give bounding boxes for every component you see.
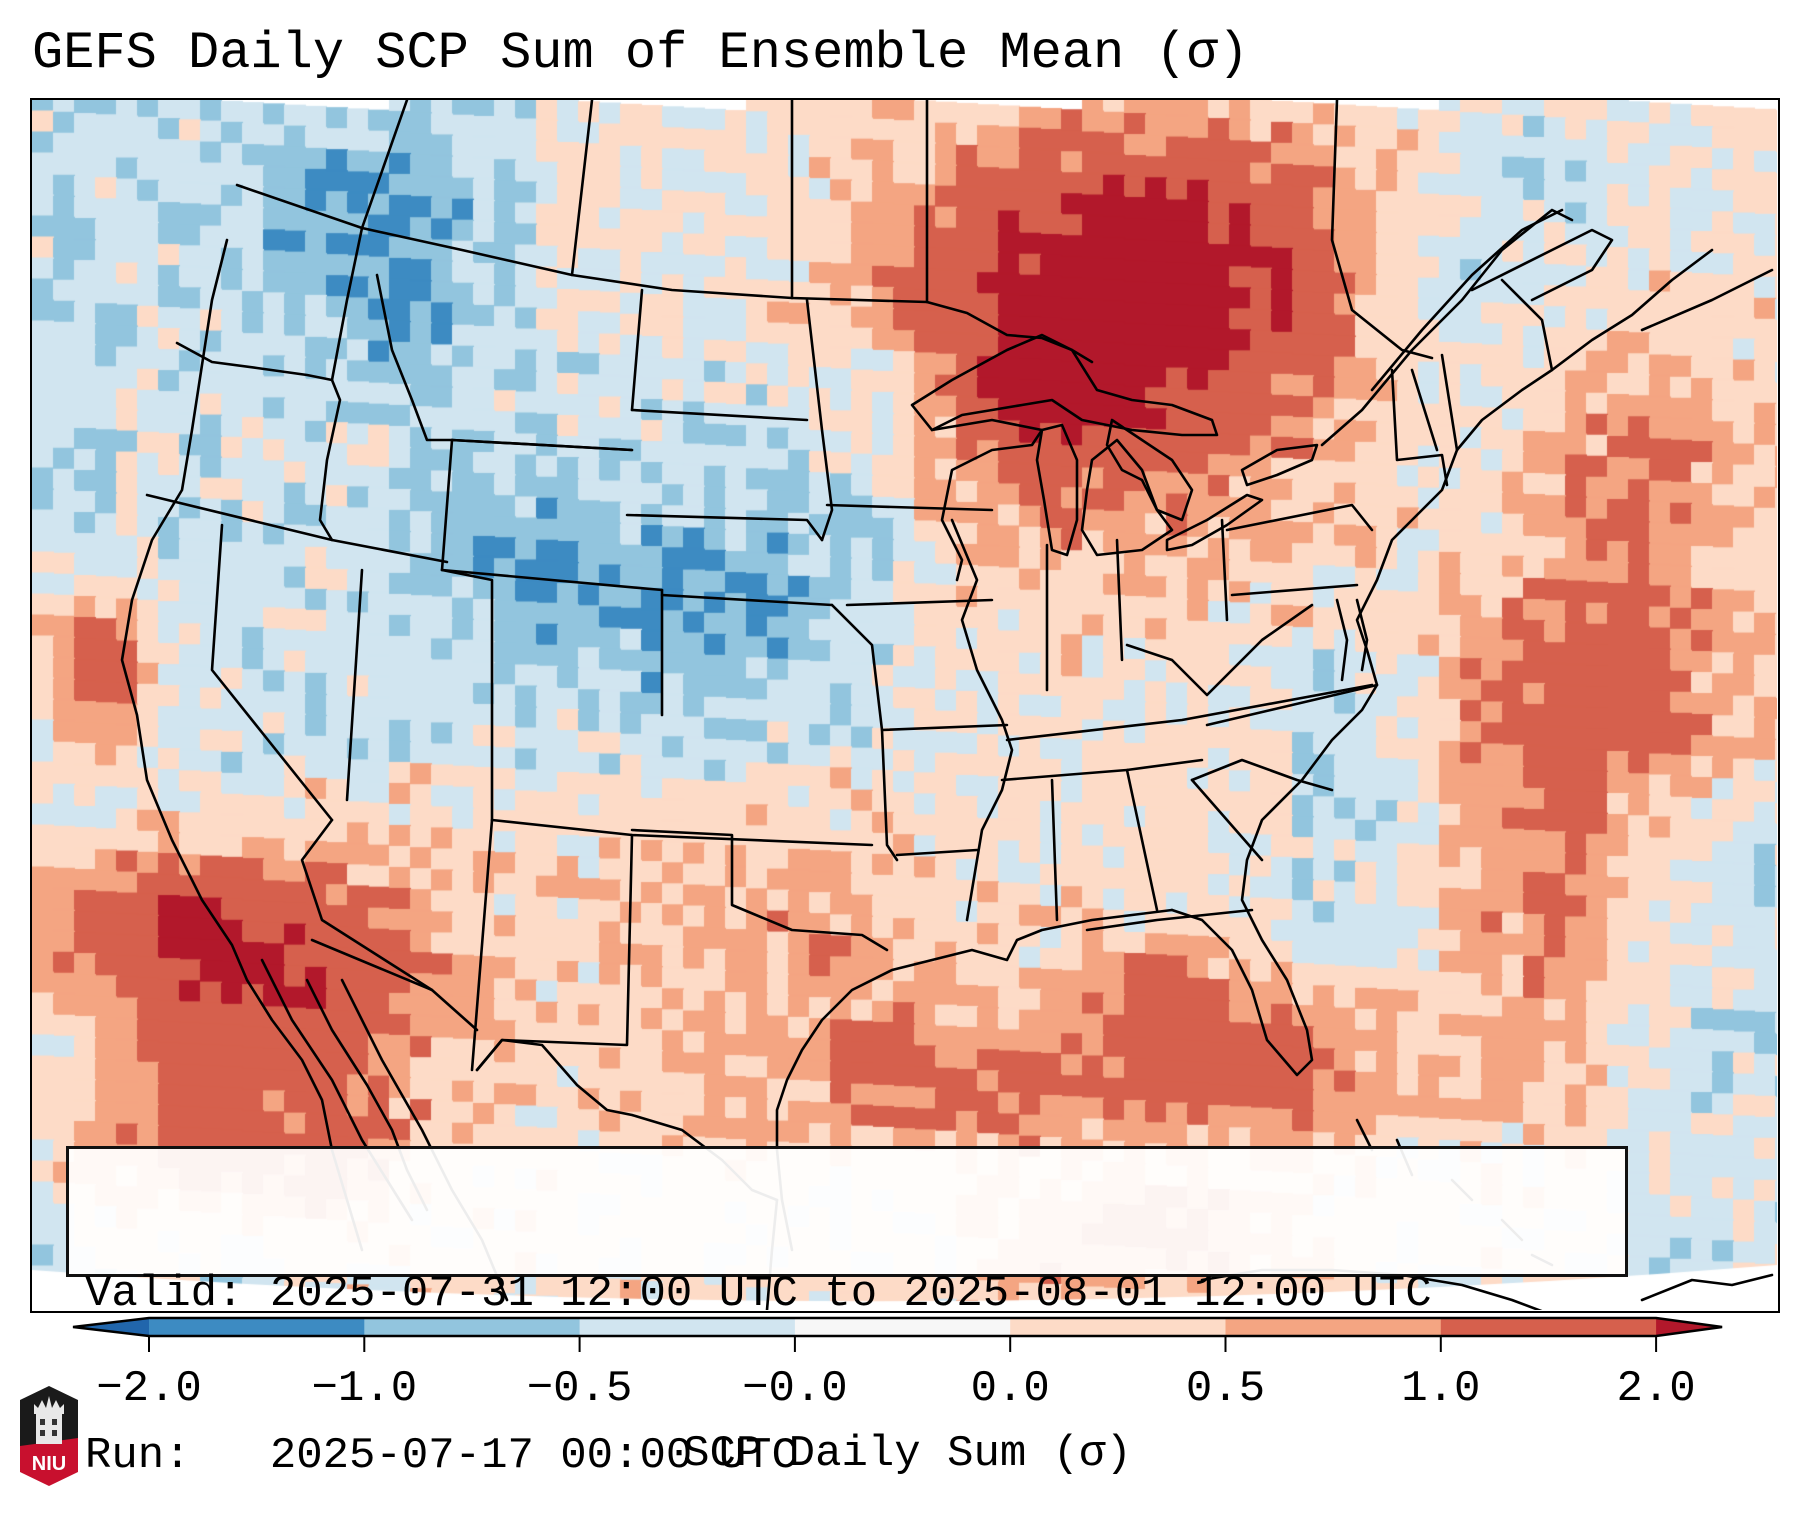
colorbar-segment [794,1318,1011,1336]
lake-ontario [1240,443,1319,487]
new-brunswick-border [1500,278,1554,372]
colorbar-tick-label: 0.5 [1185,1364,1266,1414]
us-canada-border [235,183,1094,364]
state-border-wa-or [175,341,334,382]
gaspe-peninsula [1470,228,1614,302]
pacific-coastline [120,238,364,1252]
logo-tower-icon [36,1414,62,1444]
state-border-sc-nc [1190,758,1334,792]
run-time-text: Run: 2025-07-17 00:00 UTC [85,1431,798,1481]
colorbar-tick-label: 0.0 [970,1364,1050,1414]
valid-time-text: Valid: 2025-07-31 12:00 UTC to 2025-08-0… [85,1269,1432,1319]
niu-logo: NIU [20,1386,78,1486]
state-border-ut-co [440,568,494,822]
colorbar-segment [1225,1318,1442,1336]
lake-erie [1165,493,1264,552]
state-border-nd-mn [805,298,834,542]
logo-text: NIU [32,1453,66,1475]
chesapeake-bay [1335,598,1349,682]
state-border-al-ga [1125,768,1159,912]
state-border-sd-ne [625,513,824,542]
state-border-oh-pa [1220,518,1229,622]
state-border-wy-co [440,568,664,592]
state-border-mt-wy [450,438,634,452]
state-border-tn-ms-al [1000,758,1204,782]
colorbar-tick-label: −0.5 [526,1364,633,1414]
state-border-ga-sc [1190,778,1264,862]
colorbar-segment [1010,1318,1226,1336]
maine-coastline [1455,248,1714,452]
state-border-ga-fl [1085,908,1254,932]
colorbar-tick-label: −2.0 [96,1364,202,1414]
wisconsin-upper-peninsula [930,418,1044,582]
hispaniola [1640,1273,1774,1302]
state-border-ny-vt-ma [1390,368,1449,487]
st-lawrence-north-shore [1370,208,1564,392]
st-lawrence-river [1320,208,1574,447]
state-border-nm-tx [475,833,634,1072]
state-border-nd-sd [630,408,809,422]
state-border-md-pa [1230,583,1359,597]
state-border-mississippi-river [950,518,1014,922]
lake-michigan [1035,423,1079,557]
state-border-nv-ut [345,568,364,802]
valid-run-info-box: Valid: 2025-07-31 12:00 UTC to 2025-08-0… [66,1146,1628,1481]
state-border-ok-tx [630,828,889,952]
colorbar-tick-label: −1.0 [311,1364,418,1414]
state-border-me-nh [1440,353,1459,452]
colorbar-segment [364,1318,581,1336]
colorbar-extend-under [73,1318,149,1336]
state-border-va-nc [1205,683,1379,727]
colorbar-tick-label: −0.0 [742,1364,848,1414]
map-panel [30,98,1780,1313]
state-border-ar-la [895,848,979,857]
state-border-ms-al [1050,778,1059,922]
state-border-pa-ny [1225,503,1374,532]
state-border-mt-nd [630,288,644,412]
logo-shield-bottom [20,1438,78,1486]
state-border-az-nm [470,818,494,1072]
state-border-mo-ks-ok [830,603,899,862]
state-border-wa-id [330,226,364,382]
state-border-vt-nh [1410,368,1439,452]
delmarva [1355,598,1369,672]
state-border-or-id [318,378,342,542]
state-border-az-mexico [310,938,479,1032]
state-border-mo-ar [880,723,1009,732]
colorbar-tick-label: 2.0 [1616,1364,1696,1414]
gulf-coastline [775,908,1174,1252]
atlantic-coastline [1170,448,1459,1077]
colorbar-extend-over [1656,1318,1723,1336]
colorbar-tick-label: 1.0 [1401,1364,1481,1414]
state-border-ky-wv-va [1125,603,1314,697]
nova-scotia [1640,268,1774,332]
state-border-or-ca-nv-id [145,493,449,564]
state-border-ca-az [300,818,434,992]
colorbar [72,1316,1723,1352]
state-border-ky-tn [1005,683,1374,742]
province-border-bc-ab [360,100,409,230]
state-border-id-mt [375,273,454,442]
michigan-lower-peninsula [1080,438,1174,557]
state-border-in-oh [1115,538,1124,662]
colorbar-segment [1440,1318,1657,1336]
map-outlines [120,100,1774,1310]
state-border-ca-nv [210,523,334,822]
colorbar-segment [149,1318,365,1336]
colorbar-label: SCP Daily Sum (σ) [683,1429,1132,1479]
province-border-on-qc [1330,100,1434,360]
state-border-id-wy [440,438,454,572]
state-border-ia-mn [825,503,994,512]
state-border-ne-ks [660,593,834,607]
chart-title: GEFS Daily SCP Sum of Ensemble Mean (σ) [32,24,1249,83]
lake-huron [1105,418,1194,522]
province-border-ab-sk [570,100,594,277]
colorbar-segment [579,1318,796,1336]
bahamas-1 [1355,1118,1374,1152]
lake-superior [910,333,1219,437]
